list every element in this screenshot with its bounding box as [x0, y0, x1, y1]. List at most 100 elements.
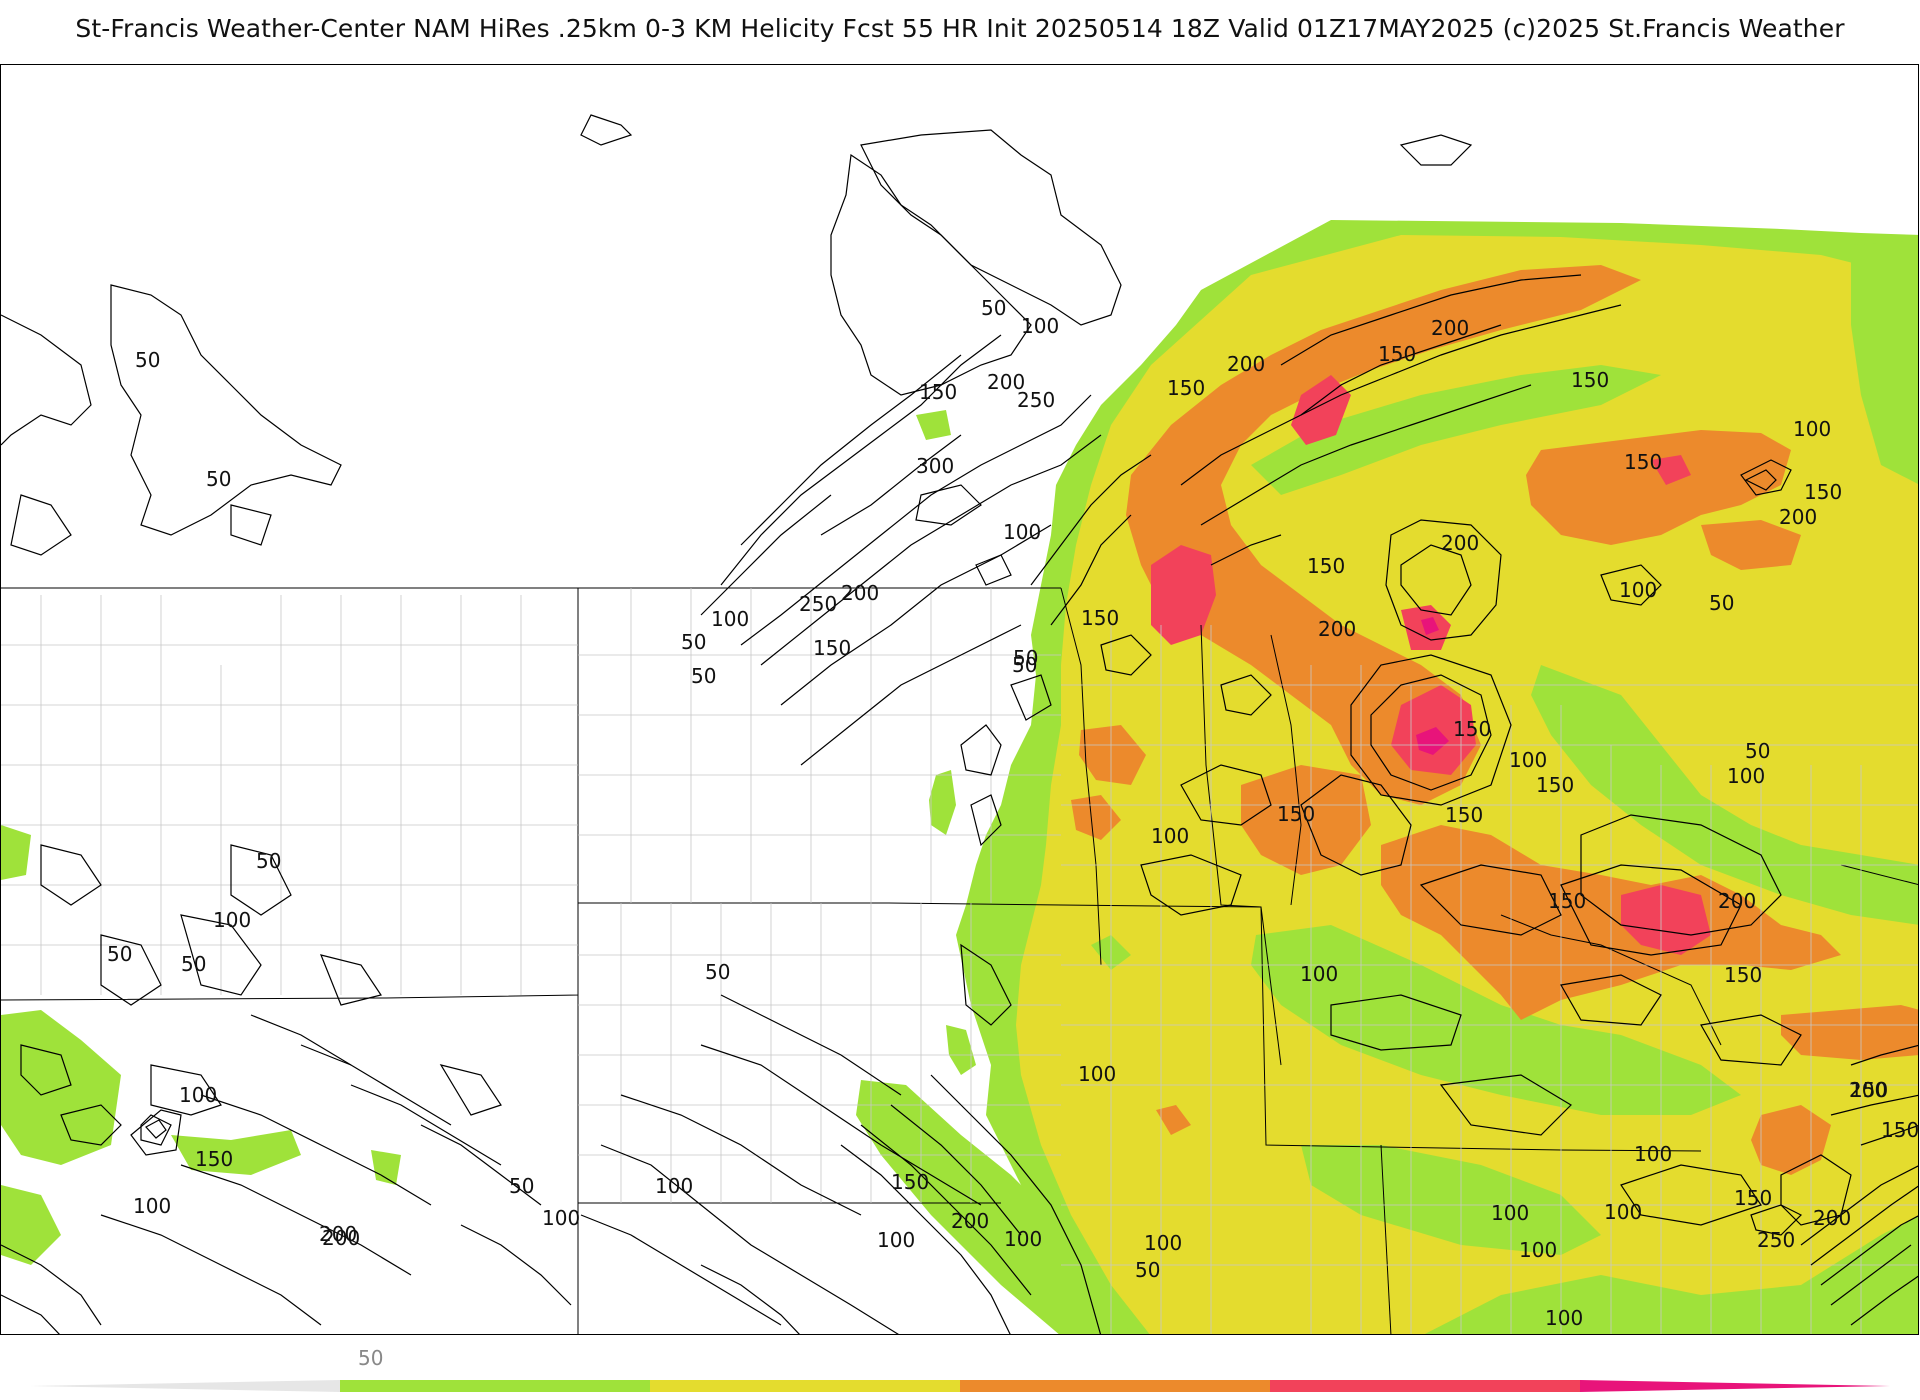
contour-label: 150 [1081, 606, 1119, 630]
contour-label: 150 [1453, 717, 1491, 741]
contour-label: 150 [1724, 963, 1762, 987]
helicity-map: 50 50 50 100 50 100 150 200 250 300 100 … [1, 114, 1919, 1334]
color-legend: 50 [30, 1344, 1910, 1394]
fill-green-blob-2 [946, 1025, 976, 1075]
contour-label: 100 [1021, 314, 1059, 338]
fill-orange-mid [1241, 765, 1371, 875]
contour-label: 50 [1012, 653, 1037, 677]
contour-label: 200 [319, 1222, 357, 1246]
contour-label: 200 [1431, 316, 1469, 340]
contour-label: 150 [1734, 1186, 1772, 1210]
fill-green-sw-2 [171, 1130, 301, 1175]
contour-label: 150 [1307, 554, 1345, 578]
fill-orange-west-1 [1079, 725, 1146, 785]
fill-orange-sw-blob [1156, 1105, 1191, 1135]
contour-label: 100 [179, 1083, 217, 1107]
legend-bin [960, 1380, 1270, 1392]
contour-label: 150 [1624, 450, 1662, 474]
fill-green-sw-5 [371, 1150, 401, 1185]
contour-label: 50 [981, 296, 1006, 320]
fill-green-sw-3 [1, 825, 31, 880]
fill-orange-ne [1526, 430, 1791, 545]
contour-label: 100 [1144, 1231, 1182, 1255]
contour-label: 50 [1709, 591, 1734, 615]
contour-label: 200 [1227, 352, 1265, 376]
contour-label: 100 [1491, 1201, 1529, 1225]
contour-label: 50 [1013, 646, 1038, 670]
contour-label: 300 [916, 454, 954, 478]
contour-label: 150 [1881, 1118, 1919, 1142]
fill-orange-ne-2 [1701, 520, 1801, 570]
contour-label: 200 [1718, 889, 1756, 913]
contour-label: 150 [919, 380, 957, 404]
fill-green-ne-band [1251, 365, 1661, 495]
contour-label: 200 [1318, 617, 1356, 641]
contour-label: 100 [1604, 1200, 1642, 1224]
legend-head [1580, 1380, 1890, 1392]
fill-orange-east-blob [1781, 1005, 1918, 1060]
contour-label: 150 [1850, 1078, 1888, 1102]
contour-label: 150 [813, 636, 851, 660]
contour-label: 150 [1277, 802, 1315, 826]
contour-label: 150 [1445, 803, 1483, 827]
contour-label: 100 [1793, 417, 1831, 441]
contour-label: 50 [1135, 1258, 1160, 1282]
legend-bin [340, 1380, 650, 1392]
contour-label: 50 [107, 942, 132, 966]
legend-min-label: 50 [358, 1346, 384, 1370]
contour-label: 200 [951, 1209, 989, 1233]
contour-label: 200 [322, 1226, 360, 1250]
fill-green-sw-1 [1, 1010, 121, 1165]
contour-label: 150 [1548, 889, 1586, 913]
legend-bin [650, 1380, 960, 1392]
contour-label: 200 [1441, 531, 1479, 555]
contour-label: 150 [1167, 376, 1205, 400]
contour-label: 100 [1509, 748, 1547, 772]
fill-orange-north-arc [1126, 265, 1641, 805]
contour-labels: 50 50 50 100 50 100 150 200 250 300 100 … [107, 296, 1919, 1330]
page-title: St-Francis Weather-Center NAM HiRes .25k… [75, 14, 1845, 43]
contour-label: 100 [542, 1206, 580, 1230]
contour-label: 200 [1849, 1078, 1887, 1102]
contour-label: 250 [1017, 388, 1055, 412]
contour-label: 50 [1745, 739, 1770, 763]
contour-label: 50 [135, 348, 160, 372]
contour-label: 50 [256, 849, 281, 873]
contour-label: 100 [133, 1194, 171, 1218]
fill-green-corridor-2 [1301, 1145, 1601, 1255]
contour-label: 150 [1378, 342, 1416, 366]
contour-label: 50 [705, 960, 730, 984]
contour-label: 100 [1004, 1227, 1042, 1251]
fill-red-north [1291, 375, 1351, 445]
contour-label: 250 [1757, 1228, 1795, 1252]
contour-label: 100 [1151, 824, 1189, 848]
contour-label: 200 [987, 370, 1025, 394]
contour-label: 150 [1571, 368, 1609, 392]
fill-red-ne [1651, 455, 1691, 485]
helicity-fill [1, 220, 1918, 1334]
contour-label: 100 [1545, 1306, 1583, 1330]
fill-red-east [1621, 885, 1711, 955]
map-frame: 50 50 50 100 50 100 150 200 250 300 100 … [0, 64, 1919, 1335]
fill-magenta-1 [1416, 727, 1449, 755]
fill-magenta-2 [1421, 617, 1439, 635]
contour-label: 50 [509, 1174, 534, 1198]
fill-green-corridor [1251, 925, 1741, 1115]
contour-label: 100 [877, 1228, 915, 1252]
contour-label: 200 [841, 581, 879, 605]
contour-label: 100 [1519, 1238, 1557, 1262]
contour-label: 100 [1003, 520, 1041, 544]
fill-green-east-band [1531, 665, 1918, 925]
helicity-contours [1, 114, 1918, 1334]
fill-red-west [1151, 545, 1216, 645]
contour-label: 50 [691, 664, 716, 688]
contour-label: 100 [1727, 764, 1765, 788]
fill-green-blob-1 [929, 770, 956, 835]
county-boundaries [1, 588, 1918, 1334]
contour-label: 100 [213, 908, 251, 932]
contour-label: 100 [711, 607, 749, 631]
fill-green-ne-edge [1851, 240, 1918, 484]
contour-label: 200 [1813, 1206, 1851, 1230]
legend-bin [1270, 1380, 1580, 1392]
legend-bar [30, 1380, 1890, 1392]
